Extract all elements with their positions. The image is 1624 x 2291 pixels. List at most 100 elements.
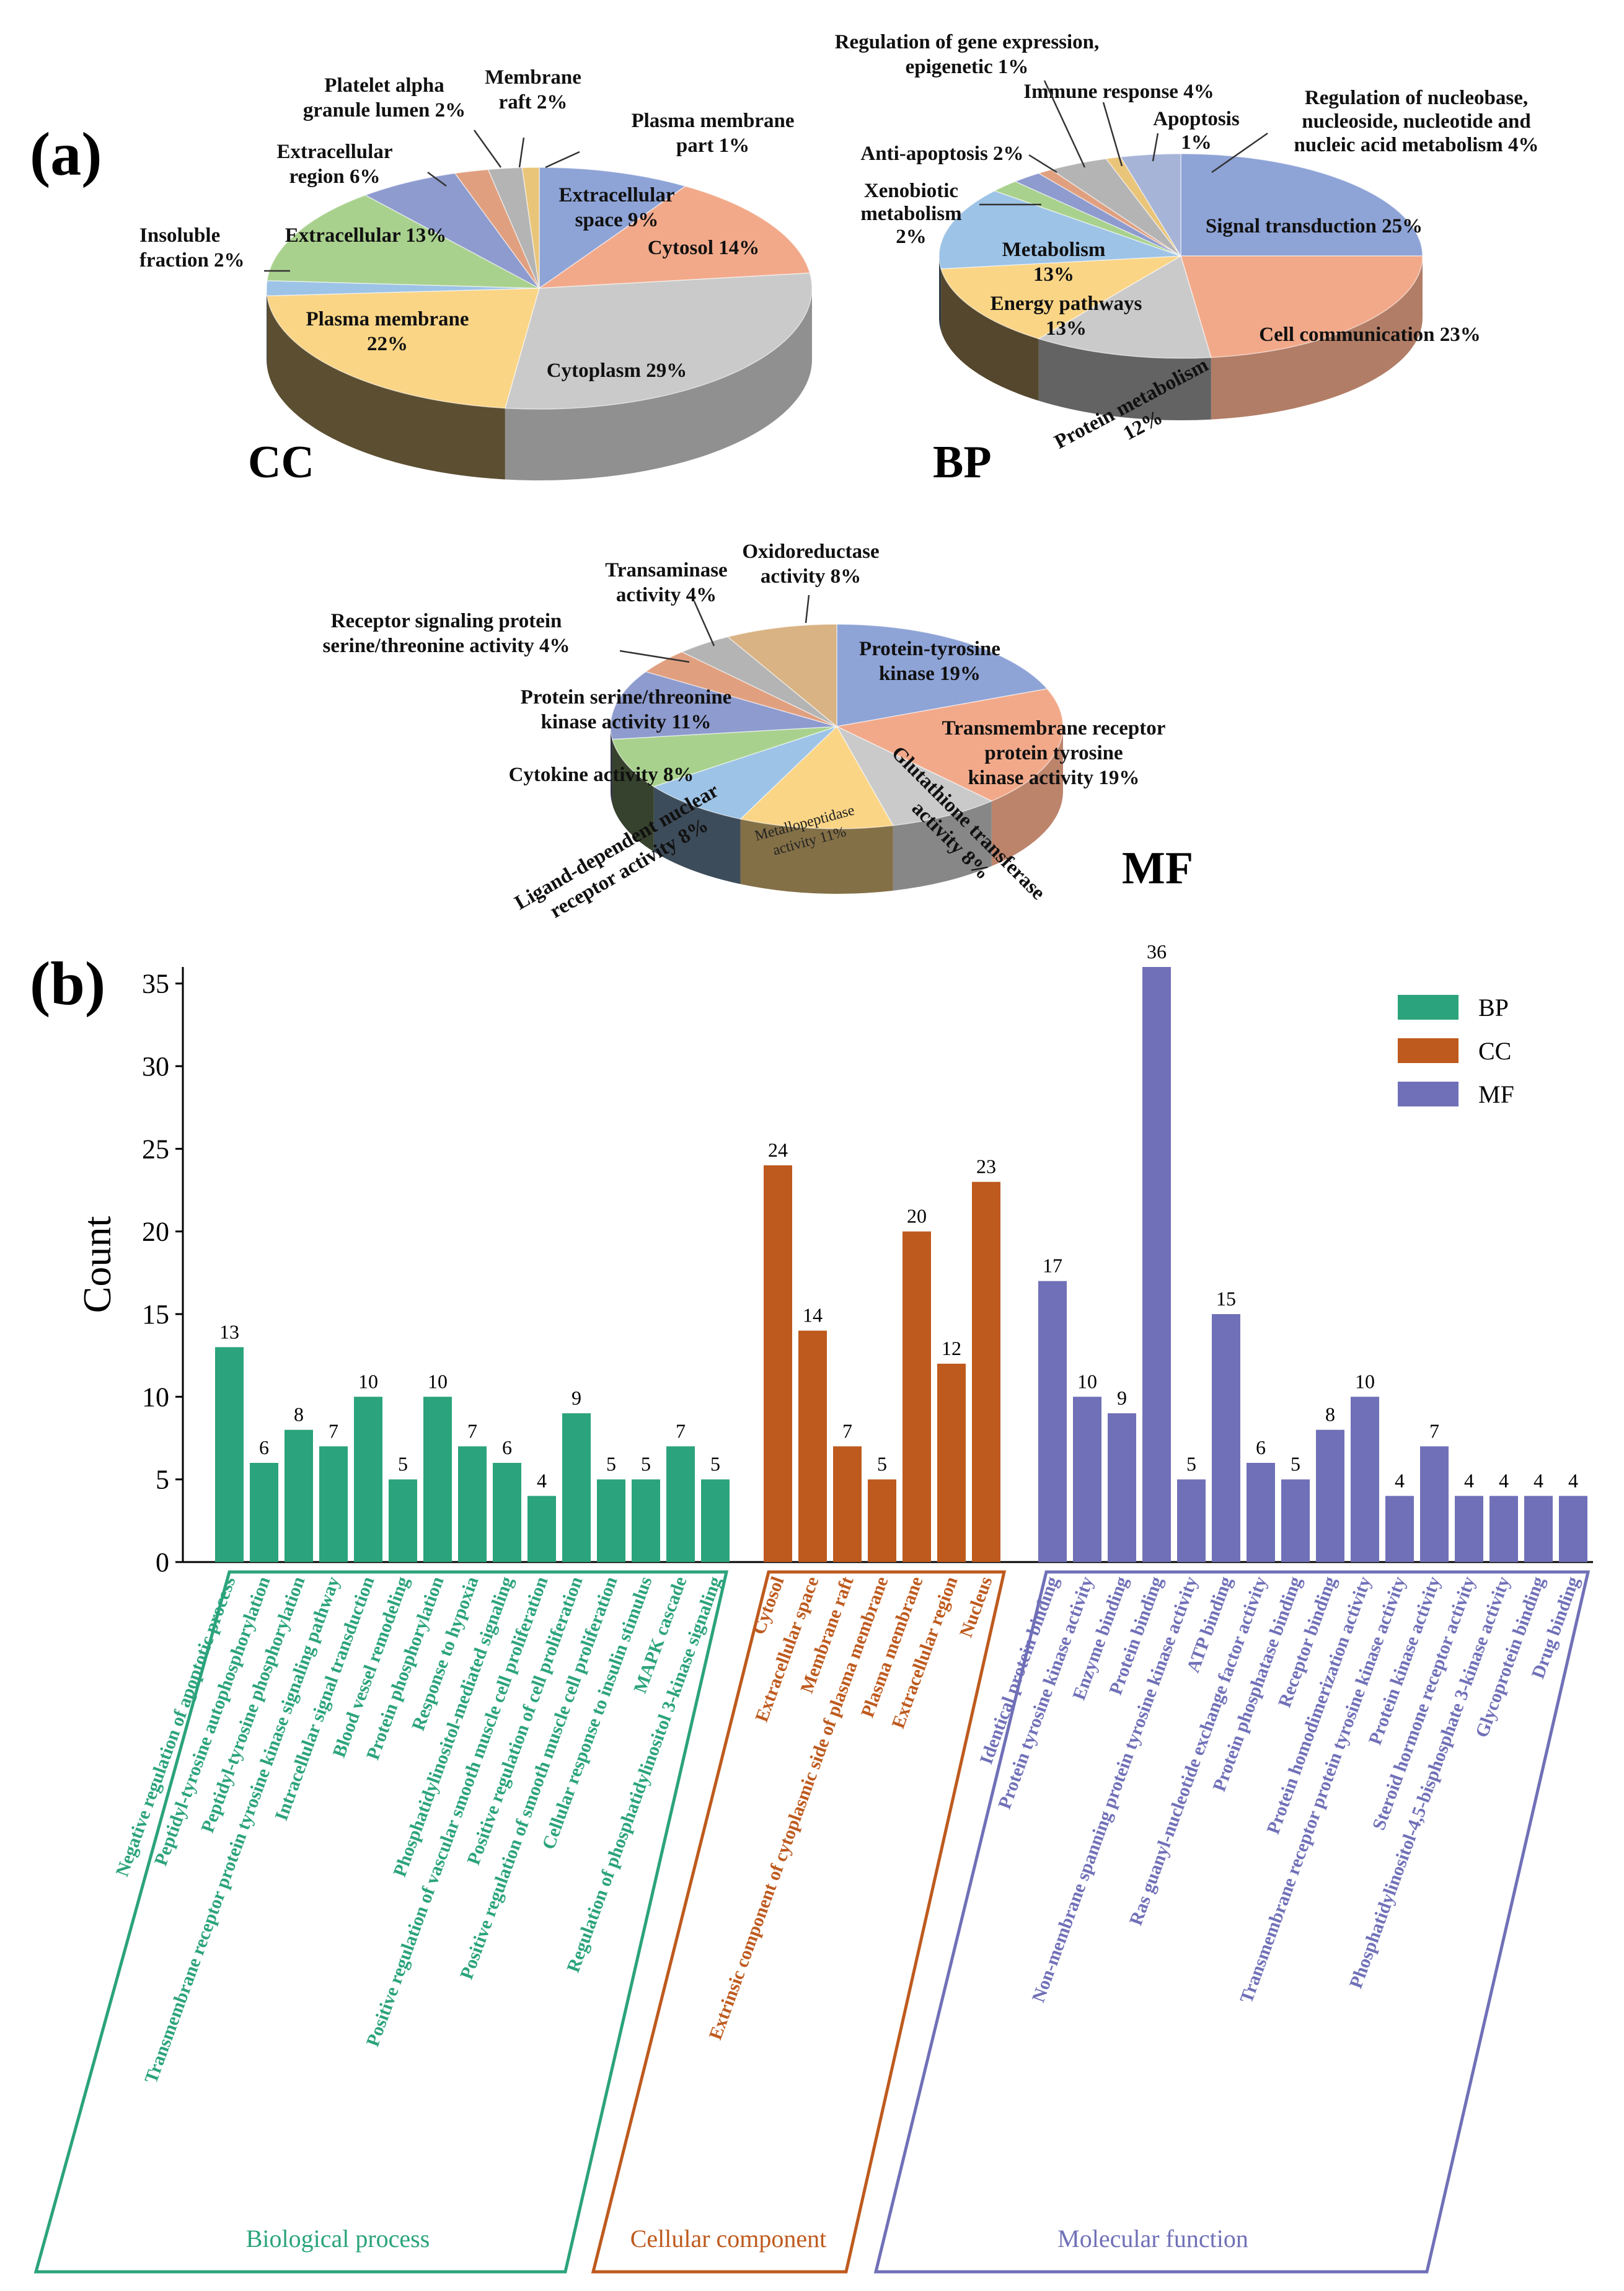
bar-value-label: 7 xyxy=(676,1419,686,1442)
bar-value-label: 10 xyxy=(358,1370,378,1392)
pie-slice-mf-5 xyxy=(611,726,837,787)
bar-mf-3 xyxy=(1142,967,1171,1562)
bp-leader-immune xyxy=(1102,102,1123,167)
mf-label-cytokine: Cytokine activity 8% xyxy=(509,764,694,786)
pie-side-cc xyxy=(267,296,505,480)
bar-value-label: 5 xyxy=(606,1453,616,1475)
cc-label-membrane-raft: Membrane raft 2% xyxy=(485,66,581,113)
pie-slice-mf-9 xyxy=(726,624,837,728)
bar-value-label: 5 xyxy=(877,1453,887,1475)
bar-value-label: 4 xyxy=(1464,1469,1474,1491)
bar-bp-9 xyxy=(527,1496,556,1562)
y-tick-label: 0 xyxy=(156,1547,169,1578)
bar-bp-11 xyxy=(597,1479,625,1562)
bar-value-label: 10 xyxy=(1355,1370,1375,1392)
panel-label-a: (a) xyxy=(30,120,102,188)
cc-leader-raft xyxy=(518,137,525,168)
bar-mf-10 xyxy=(1385,1496,1414,1562)
pie-cc xyxy=(266,167,813,480)
bar-mf-14 xyxy=(1524,1496,1553,1562)
y-tick-label: 10 xyxy=(142,1382,169,1412)
bar-mf-8 xyxy=(1316,1429,1344,1562)
panel-label-b: (b) xyxy=(30,949,105,1018)
bp-label-cell-communication: Cell communication 23% xyxy=(1259,324,1480,346)
group-label-mf: Molecular function xyxy=(1057,2225,1248,2253)
bar-value-label: 4 xyxy=(1568,1469,1578,1491)
legend: BP CC MF xyxy=(1398,994,1514,1108)
bar-cc-6 xyxy=(972,1181,1000,1562)
pie-slice-mf-0 xyxy=(836,624,1048,727)
pie-slice-mf-4 xyxy=(652,726,837,820)
pie-side-bp xyxy=(1211,256,1423,420)
bar-bp-10 xyxy=(562,1413,591,1562)
bar-value-label: 6 xyxy=(259,1436,269,1459)
pie-slice-cc-9 xyxy=(521,167,540,289)
y-tick-label: 5 xyxy=(156,1465,169,1495)
bar-value-label: 4 xyxy=(1499,1469,1509,1491)
pie-charts-panel xyxy=(266,153,1423,894)
bar-value-label: 20 xyxy=(907,1205,927,1227)
cc-label-insoluble-fraction: Insoluble fraction 2% xyxy=(139,224,245,271)
bar-cc-1 xyxy=(798,1330,827,1562)
bp-leader-epigenetic xyxy=(1043,80,1086,168)
mf-label-receptor-signaling: Receptor signaling protein serine/threoni… xyxy=(323,610,570,657)
pie-mf xyxy=(610,624,1064,894)
bp-label-metabolism: Metabolism 13% xyxy=(1002,239,1106,286)
bar-value-label: 5 xyxy=(710,1453,720,1475)
pie-slice-bp-0 xyxy=(1180,153,1423,257)
pie-title-cc: CC xyxy=(248,437,314,488)
bp-label-nucleobase: Regulation of nucleobase, nucleoside, nuc… xyxy=(1294,87,1538,156)
bar-mf-13 xyxy=(1489,1496,1518,1562)
bar-value-label: 24 xyxy=(768,1139,788,1161)
bar-cc-2 xyxy=(833,1446,862,1562)
bar-value-label: 9 xyxy=(1117,1387,1127,1409)
bar-value-label: 7 xyxy=(1429,1419,1439,1442)
mf-label-protein-tyrosine-kinase: Protein-tyrosine kinase 19% xyxy=(859,638,1000,685)
bar-value-label: 7 xyxy=(842,1419,852,1442)
bp-label-epigenetic: Regulation of gene expression, epigenetic… xyxy=(835,31,1100,78)
bar-value-label: 36 xyxy=(1147,940,1167,963)
bp-leader-apoptosis xyxy=(1152,133,1159,162)
bar-bp-12 xyxy=(632,1479,660,1562)
pie-title-bp: BP xyxy=(933,437,992,488)
y-tick-label: 15 xyxy=(142,1299,169,1330)
mf-leader-oxidoreductase xyxy=(805,594,810,624)
mf-label-transmembrane-receptor: Transmembrane receptor protein tyrosine ki… xyxy=(942,717,1166,789)
bar-value-label: 5 xyxy=(1291,1453,1300,1475)
pie-slice-cc-1 xyxy=(537,185,811,289)
pie-slice-bp-3 xyxy=(940,255,1181,340)
pie-slice-mf-3 xyxy=(739,725,894,829)
bar-bp-2 xyxy=(285,1429,313,1562)
bp-leader-anti-apoptosis xyxy=(1028,154,1057,174)
pie-slice-bp-4 xyxy=(938,190,1181,270)
pie-side-mf xyxy=(612,739,654,852)
bp-label-xenobiotic: Xenobiotic metabolism 2% xyxy=(860,180,961,248)
bar-mf-7 xyxy=(1281,1479,1310,1562)
bar-value-label: 17 xyxy=(1043,1255,1062,1277)
bp-label-energy-pathways: Energy pathways 13% xyxy=(991,293,1142,340)
bar-value-label: 4 xyxy=(537,1469,547,1491)
bar-value-label: 7 xyxy=(467,1419,477,1442)
bar-mf-12 xyxy=(1455,1496,1483,1562)
bar-mf-6 xyxy=(1247,1463,1275,1562)
legend-label-bp: BP xyxy=(1478,994,1509,1022)
bar-value-label: 15 xyxy=(1216,1287,1236,1310)
bar-bp-3 xyxy=(319,1446,348,1562)
mf-label-protein-serine-threonine: Protein serine/threonine kinase activity … xyxy=(521,686,732,733)
pie-slice-cc-0 xyxy=(539,167,687,289)
pie-slice-mf-1 xyxy=(835,688,1064,802)
bar-mf-9 xyxy=(1351,1397,1379,1562)
bar-bp-13 xyxy=(666,1446,695,1562)
pie-side-bp xyxy=(939,256,942,331)
cc-label-platelet: Platelet alpha granule lumen 2% xyxy=(303,74,466,121)
pie-slice-bp-2 xyxy=(1037,255,1212,359)
bar-value-label: 4 xyxy=(1395,1469,1405,1491)
bp-label-immune-response: Immune response 4% xyxy=(1023,81,1214,103)
cc-label-extracellular: Extracellular 13% xyxy=(285,224,447,247)
bar-bp-14 xyxy=(701,1479,730,1562)
pie-side-cc xyxy=(505,288,812,480)
bar-mf-4 xyxy=(1177,1479,1206,1562)
legend-label-mf: MF xyxy=(1478,1080,1514,1108)
pie-slice-bp-1 xyxy=(1180,255,1423,358)
